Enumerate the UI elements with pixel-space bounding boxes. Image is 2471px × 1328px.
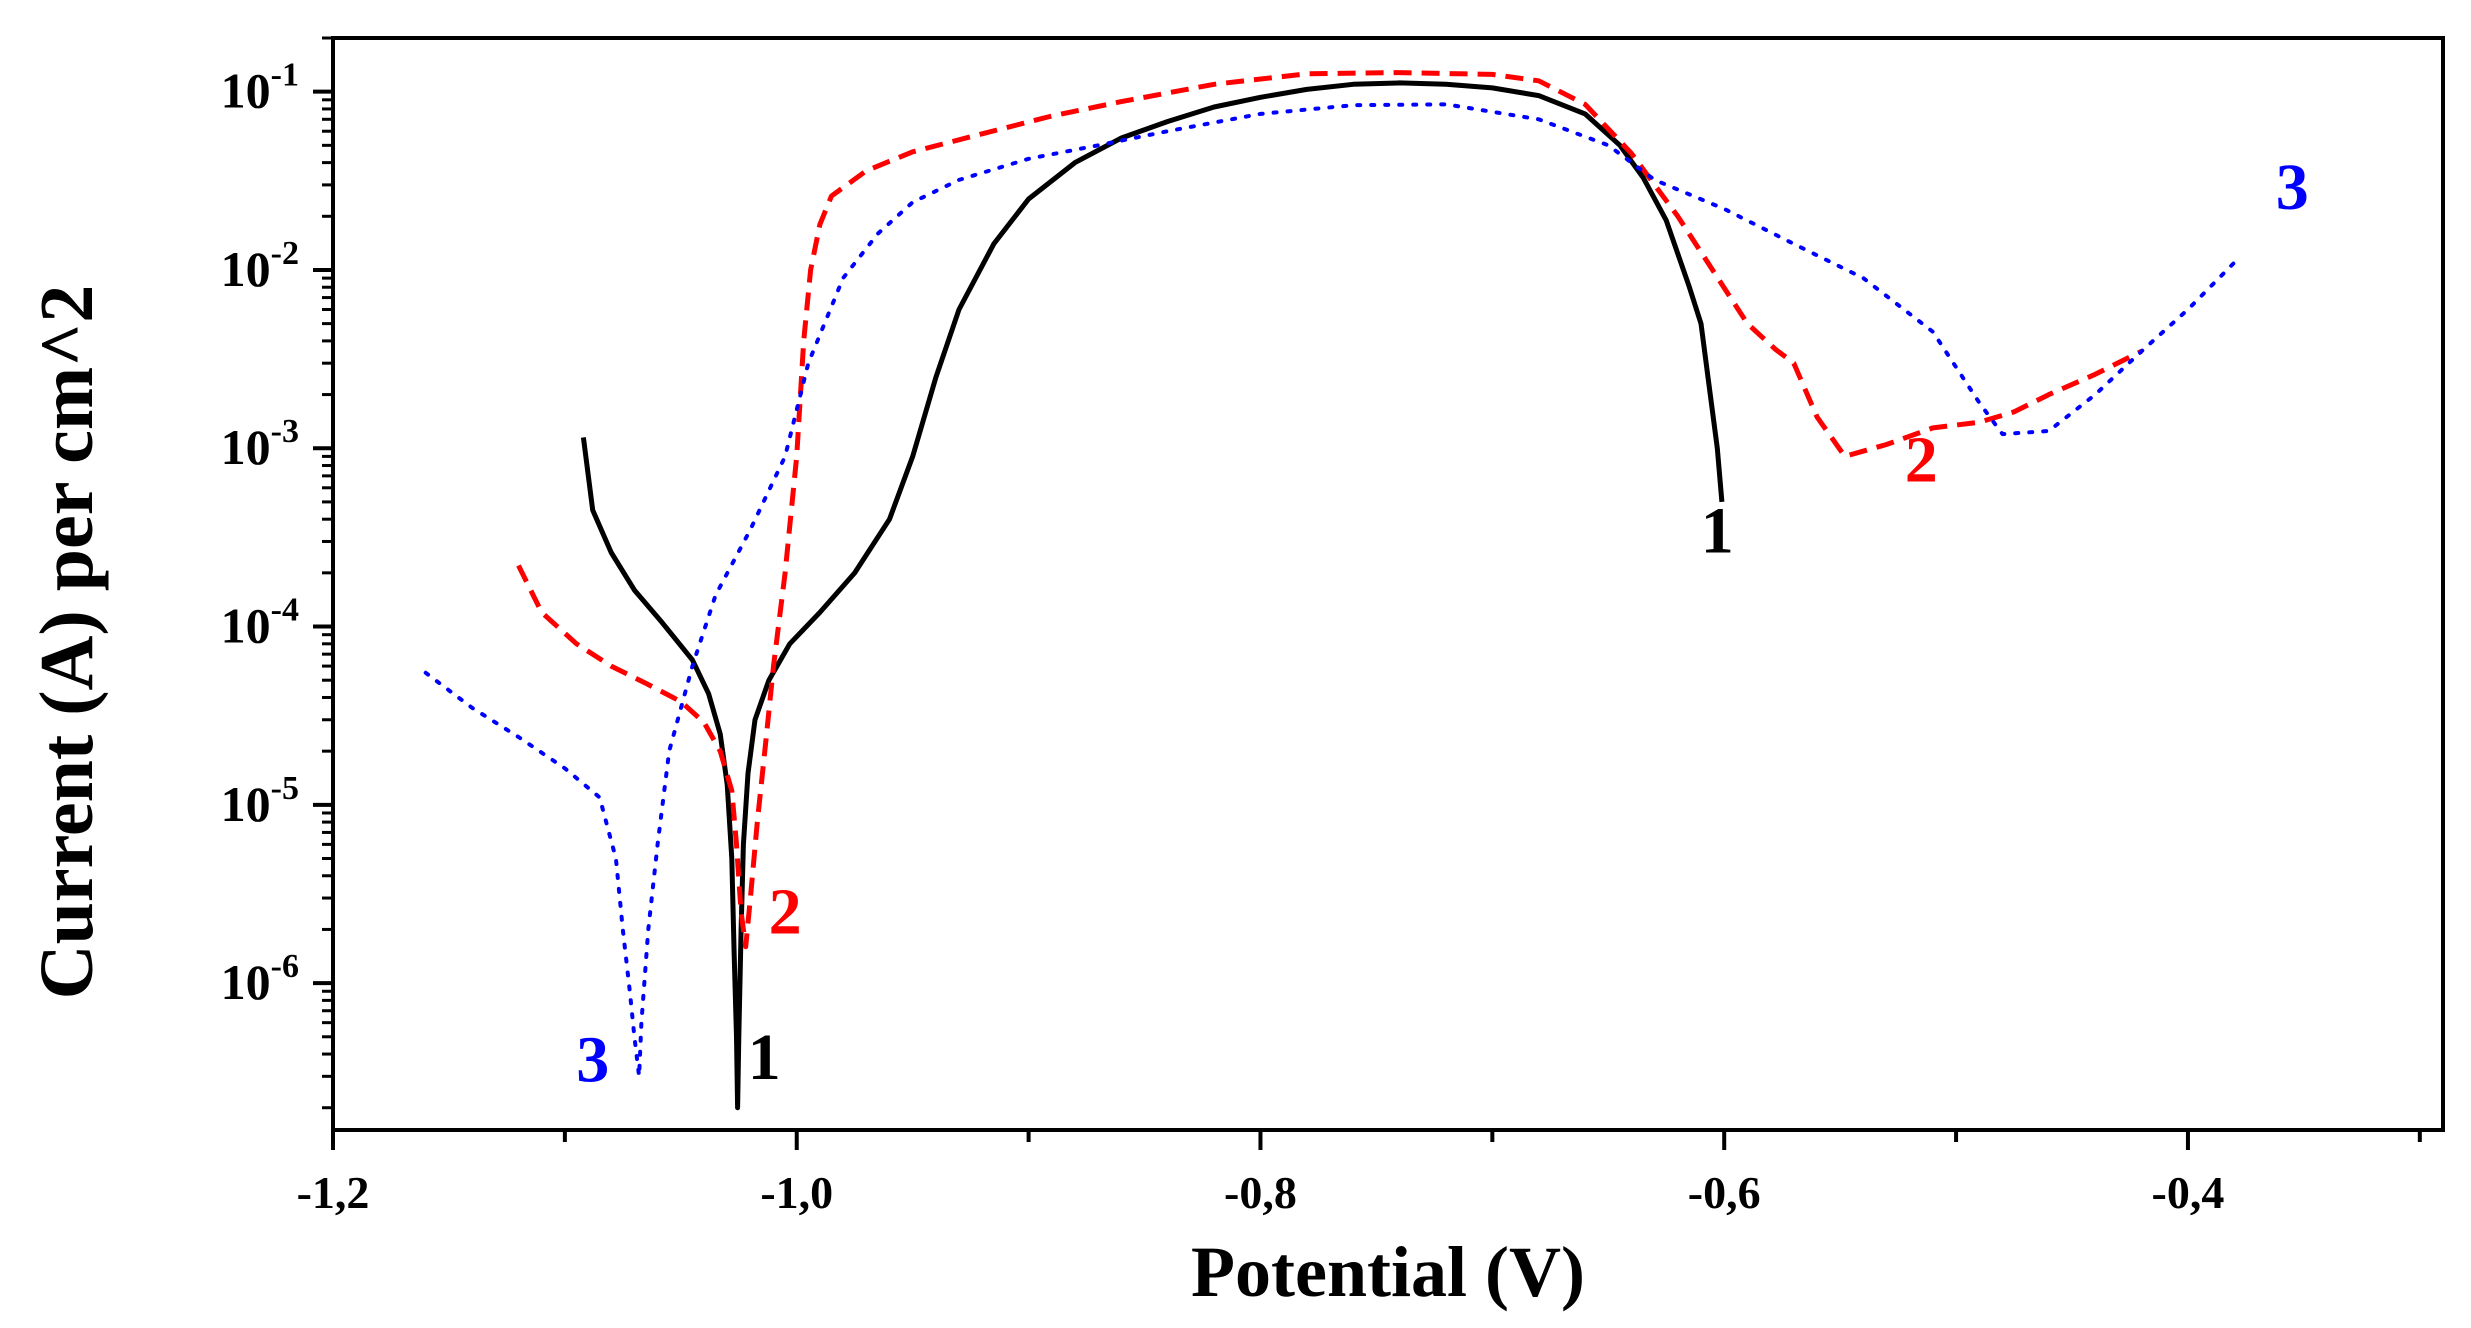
y-tick-base: 10 [221,63,271,119]
y-tick-label: 10-1 [221,57,299,119]
y-tick-base: 10 [221,241,271,297]
y-tick-label: 10-4 [221,592,299,654]
y-tick-label: 10-5 [221,770,299,832]
y-tick-label: 10-2 [221,235,299,297]
curve-label-3: 3 [2276,151,2309,224]
curve-label-2: 2 [1905,424,1938,497]
y-tick-exponent: -4 [271,592,299,629]
curve-label-1: 1 [1701,495,1734,568]
y-tick-base: 10 [221,598,271,654]
y-tick-base: 10 [221,776,271,832]
x-tick-label: -0,4 [2152,1167,2225,1218]
curve-label-1: 1 [748,1021,781,1094]
series-1-line [580,80,1725,1111]
y-tick-exponent: -1 [271,57,299,94]
y-tick-exponent: -3 [271,413,299,450]
y-tick-label: 10-6 [221,948,299,1010]
y-tick-base: 10 [221,954,271,1010]
curve-label-2: 2 [769,875,802,948]
series-2-line [516,70,2143,950]
y-tick-exponent: -2 [271,235,299,272]
x-tick-label: -0,8 [1224,1167,1297,1218]
y-tick-exponent: -5 [271,770,299,807]
x-tick-label: -0,6 [1688,1167,1761,1218]
x-tick-label: -1,0 [760,1167,833,1218]
y-tick-label: 10-3 [221,413,299,475]
y-axis-title: Current (A) per cm^2 [25,285,109,1000]
y-tick-base: 10 [221,419,271,475]
x-axis-title: Potential (V) [1191,1232,1585,1312]
plot-frame [331,36,2445,1132]
x-tick-label: -1,2 [297,1167,370,1218]
series-3-line [423,102,2237,1079]
y-tick-exponent: -6 [271,948,299,985]
curve-label-3: 3 [576,1024,609,1097]
